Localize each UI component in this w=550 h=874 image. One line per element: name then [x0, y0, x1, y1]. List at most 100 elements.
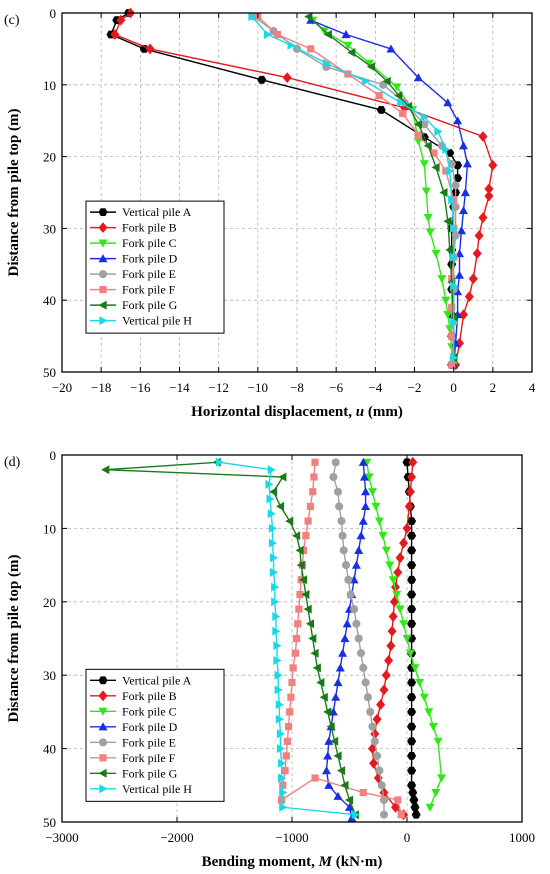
- data-point: [407, 471, 417, 483]
- data-point: [457, 226, 466, 235]
- data-point: [394, 91, 403, 101]
- x-axis-title-var: M: [318, 854, 333, 870]
- data-point: [450, 317, 459, 327]
- data-point: [407, 693, 417, 702]
- data-point: [386, 44, 396, 53]
- x-axis-title: Horizontal displacement, u (mm): [191, 404, 403, 420]
- legend-marker: [98, 707, 108, 716]
- data-point: [283, 737, 291, 745]
- data-point: [356, 649, 366, 658]
- data-point: [287, 693, 295, 701]
- data-point: [437, 774, 446, 783]
- data-point: [373, 751, 382, 760]
- data-point: [275, 700, 284, 710]
- data-point: [472, 248, 482, 259]
- legend-marker: [98, 722, 108, 731]
- data-point: [415, 678, 425, 687]
- y-tick-label: 50: [43, 815, 56, 830]
- data-point: [364, 473, 374, 482]
- data-point: [484, 183, 494, 195]
- data-point: [488, 159, 498, 171]
- data-point: [116, 14, 126, 26]
- data-point: [361, 487, 371, 496]
- data-point: [268, 523, 277, 533]
- legend-marker: [98, 222, 108, 233]
- data-point: [451, 181, 460, 190]
- legend-marker: [98, 300, 107, 310]
- legend-label: Fork pile G: [122, 766, 178, 780]
- x-tick-label: −12: [208, 380, 228, 395]
- data-point: [285, 516, 294, 526]
- data-point: [430, 149, 438, 157]
- legend-label: Fork pile E: [122, 735, 176, 749]
- data-point: [267, 509, 276, 519]
- x-tick-label: −18: [91, 380, 111, 395]
- data-point: [410, 803, 420, 812]
- data-point: [340, 780, 349, 790]
- data-point: [361, 501, 371, 510]
- data-point: [379, 80, 388, 89]
- data-point: [405, 486, 415, 498]
- legend-label: Vertical pile H: [122, 314, 192, 328]
- data-point: [101, 465, 110, 475]
- data-point: [447, 159, 456, 168]
- data-point: [271, 597, 280, 607]
- data-point: [392, 83, 402, 92]
- data-point: [274, 670, 283, 680]
- data-point: [312, 663, 321, 673]
- data-point: [359, 663, 368, 672]
- data-point: [273, 656, 282, 665]
- data-point: [264, 30, 273, 39]
- data-point: [448, 195, 457, 205]
- data-point: [145, 43, 155, 55]
- data-point: [322, 766, 331, 775]
- data-point: [431, 162, 440, 172]
- data-point: [347, 48, 356, 57]
- data-point: [442, 144, 451, 154]
- x-axis-title: Bending moment, M (kN·m): [202, 854, 383, 870]
- data-point: [420, 112, 429, 122]
- legend-label: Vertical pile A: [122, 673, 192, 687]
- data-point: [453, 116, 463, 125]
- data-point: [420, 120, 429, 129]
- data-point: [340, 634, 350, 643]
- data-point: [345, 802, 354, 811]
- x-tick-label: −2000: [160, 830, 193, 845]
- data-point: [372, 713, 382, 725]
- data-point: [374, 517, 384, 526]
- legend-label: Fork pile F: [122, 751, 176, 765]
- data-point: [381, 669, 391, 681]
- data-point: [407, 531, 417, 540]
- data-point: [361, 76, 370, 86]
- data-point: [216, 457, 225, 467]
- data-point: [410, 664, 420, 673]
- data-point: [407, 766, 417, 775]
- data-point: [407, 619, 417, 628]
- data-point: [445, 245, 454, 255]
- data-point: [270, 553, 279, 563]
- data-point: [464, 291, 474, 302]
- data-point: [278, 472, 287, 482]
- data-point: [286, 708, 294, 716]
- data-point: [304, 12, 313, 22]
- data-point: [375, 92, 383, 100]
- x-tick-label: −6: [329, 380, 343, 395]
- data-point: [303, 604, 312, 614]
- data-point: [296, 590, 304, 599]
- data-point: [333, 791, 343, 800]
- data-point: [377, 781, 386, 790]
- y-axis-title: Distance from pile top (m): [6, 108, 22, 276]
- data-point: [407, 752, 417, 760]
- data-point: [424, 708, 434, 717]
- data-point: [295, 605, 303, 613]
- data-point: [257, 75, 267, 84]
- data-point: [389, 596, 399, 608]
- data-point: [382, 76, 391, 86]
- data-point: [351, 560, 361, 569]
- data-point: [376, 699, 386, 710]
- data-point: [339, 546, 348, 555]
- y-tick-label: 30: [43, 221, 56, 236]
- x-axis-title-main: Horizontal displacement,: [191, 404, 356, 420]
